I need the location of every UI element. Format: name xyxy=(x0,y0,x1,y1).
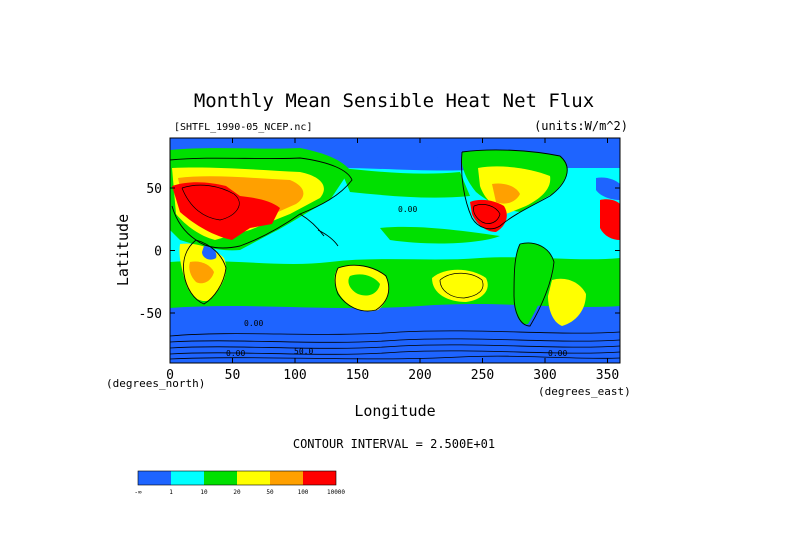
y-axis: 50 0 -50 xyxy=(139,182,620,322)
x-tick-label: 150 xyxy=(346,368,369,383)
legend-label: 1 xyxy=(169,489,173,496)
contour-interval: CONTOUR INTERVAL = 2.500E+01 xyxy=(293,437,495,451)
legend-label: -∞ xyxy=(134,489,142,496)
blue-patch-south-ocean xyxy=(170,304,620,332)
x-tick-label: 0 xyxy=(166,368,174,383)
contour-label: 0.00 xyxy=(398,205,417,214)
y-tick-label: 50 xyxy=(146,182,162,197)
x-axis: 0 50 100 150 200 250 300 350 xyxy=(166,138,619,383)
chart-subtitle-units: (units:W/m^2) xyxy=(534,119,628,133)
legend-label: 10 xyxy=(200,489,208,496)
legend-swatch xyxy=(237,471,270,485)
legend-label: 10000 xyxy=(327,489,345,496)
x-axis-label: Longitude xyxy=(354,402,435,420)
legend-swatch xyxy=(270,471,303,485)
green-belt-north xyxy=(340,168,470,198)
north-america-red xyxy=(470,199,507,232)
east-edge-blue xyxy=(596,177,620,200)
legend-swatch xyxy=(303,471,336,485)
north-america-orange xyxy=(492,183,520,204)
x-tick-label: 100 xyxy=(283,368,306,383)
africa-blue-pocket xyxy=(202,246,217,260)
antarctic-contours xyxy=(170,330,620,360)
x-tick-label: 200 xyxy=(408,368,431,383)
legend-label: 20 xyxy=(233,489,241,496)
australia-green xyxy=(348,274,380,296)
chart-title: Monthly Mean Sensible Heat Net Flux xyxy=(194,90,594,112)
east-edge-red xyxy=(600,199,620,240)
x-tick-label: 350 xyxy=(596,368,619,383)
legend-swatch xyxy=(171,471,204,485)
y-tick-label: 0 xyxy=(154,245,162,260)
y-tick-label: -50 xyxy=(139,307,162,322)
contour-label: 0.00 xyxy=(244,319,263,328)
green-patch-pacific xyxy=(380,226,500,244)
contour-label: 0.00 xyxy=(548,349,567,358)
pacific-yellow-oval xyxy=(432,269,488,302)
y-unit-note: (degrees_north) xyxy=(106,377,205,390)
south-america-yellow xyxy=(548,278,586,326)
legend-frame xyxy=(137,470,337,486)
chart-subtitle-file: [SHTFL_1990-05_NCEP.nc] xyxy=(174,122,312,133)
x-tick-label: 300 xyxy=(533,368,556,383)
legend-swatch xyxy=(204,471,237,485)
africa-south-orange xyxy=(189,261,214,284)
y-axis-label: Latitude xyxy=(114,214,132,286)
legend-label: 100 xyxy=(298,489,309,496)
blue-patch-north-pacific xyxy=(340,150,470,171)
inner-contours xyxy=(181,184,501,299)
contour-label: 50.0 xyxy=(294,347,313,356)
color-legend: -∞ 1 10 20 50 100 10000 xyxy=(134,470,345,496)
legend-label: 50 xyxy=(266,489,274,496)
continent-outlines xyxy=(170,149,568,327)
x-unit-note: (degrees_east) xyxy=(538,385,631,398)
contour-label: 0.00 xyxy=(226,349,245,358)
sahara-arabia-red xyxy=(172,182,280,240)
plot-area: 0.00 0.00 0.00 0.00 50.0 xyxy=(170,138,620,363)
x-tick-label: 50 xyxy=(225,368,241,383)
x-tick-label: 250 xyxy=(471,368,494,383)
south-america-green xyxy=(514,242,552,325)
legend-swatch xyxy=(138,471,171,485)
